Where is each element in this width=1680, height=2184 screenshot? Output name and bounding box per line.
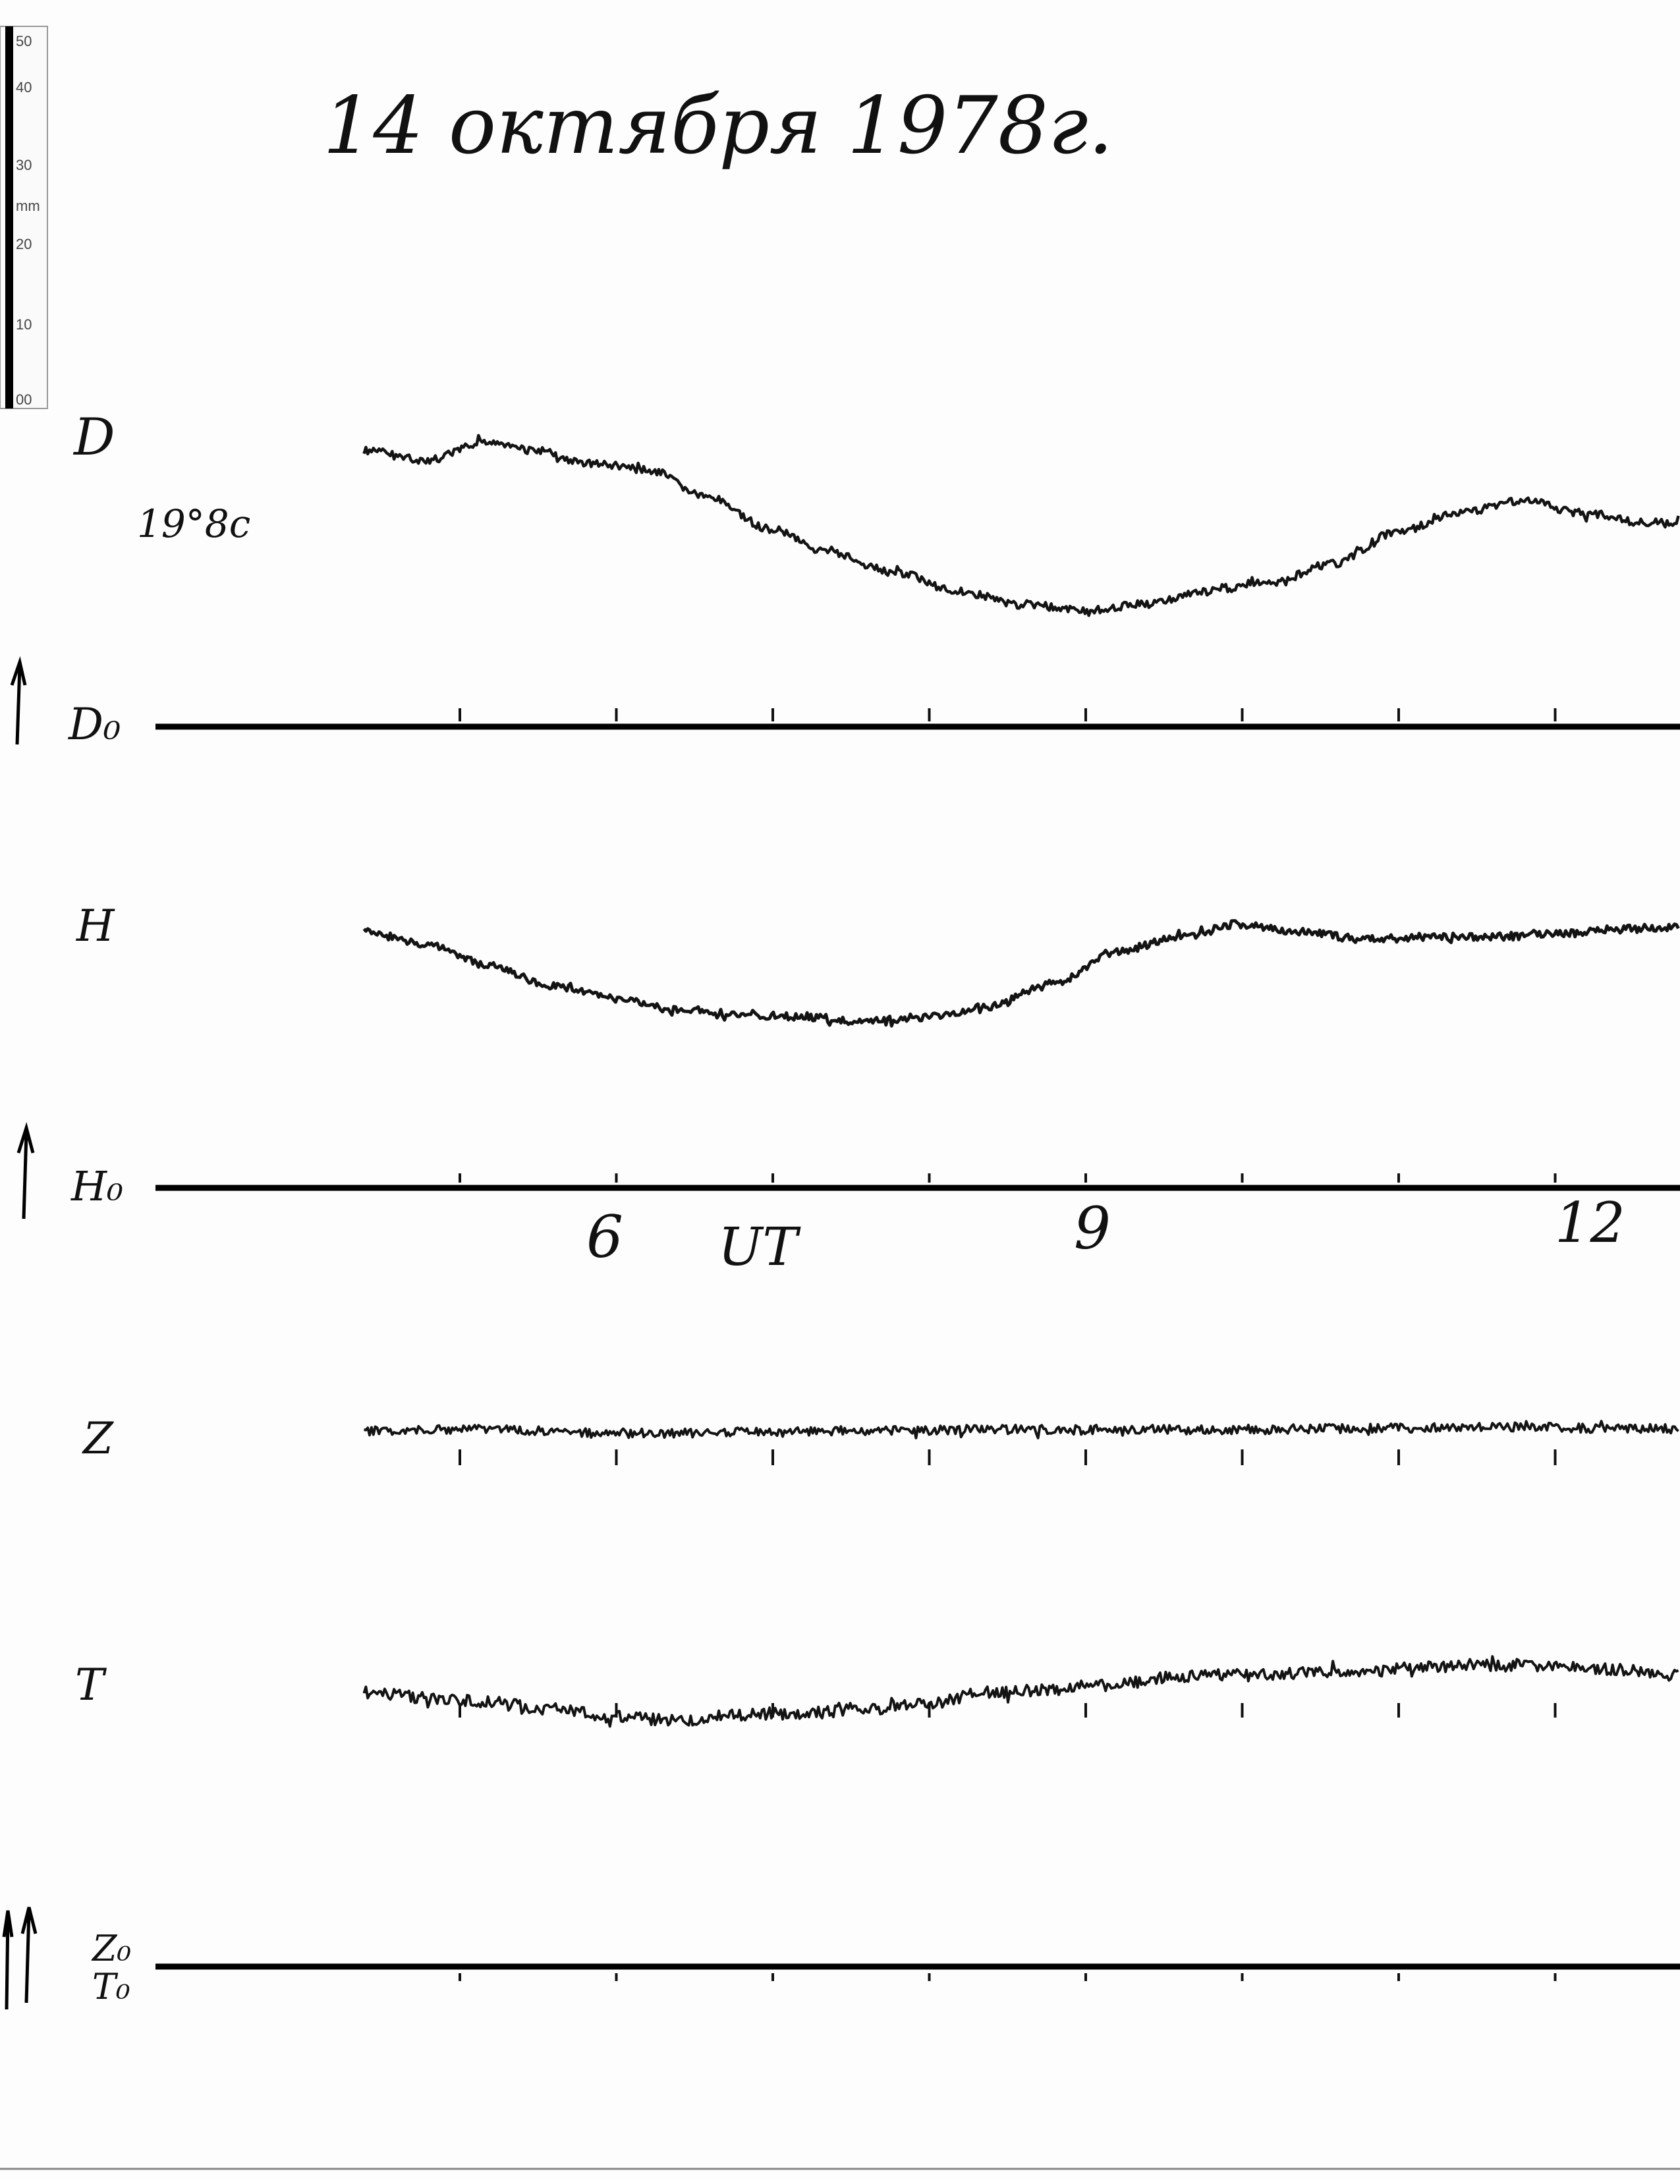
ruler-tick-label: 40 <box>16 79 32 96</box>
traces <box>362 434 1680 1728</box>
ruler-unit: mm <box>16 198 40 214</box>
ruler-tick-label: 50 <box>16 33 32 49</box>
series-label-d: D <box>72 408 115 467</box>
trace-h <box>362 919 1680 1028</box>
chart-title: 14 октября 1978г. <box>323 80 1113 172</box>
arrow-up-icon <box>10 656 27 745</box>
trace-z <box>364 1420 1679 1440</box>
baseline-label-z0: Z₀ <box>91 1928 131 1969</box>
series-label-z: Z <box>82 1413 114 1464</box>
baseline-label-t0: T₀ <box>92 1966 130 2007</box>
ruler-bar <box>5 26 13 408</box>
ruler-tick-label: 00 <box>16 391 32 408</box>
trace-t <box>362 1655 1679 1728</box>
time-tick-label: 9 <box>1074 1194 1111 1262</box>
baseline-label-d0: D₀ <box>68 699 121 750</box>
baselines <box>155 723 1680 1970</box>
scale-note: 19°8c <box>137 501 250 546</box>
arrow-up-icon <box>16 1122 35 1219</box>
time-axis-unit: UT <box>718 1216 801 1277</box>
series-label-t: T <box>75 1660 107 1710</box>
time-tick-label: 6 <box>586 1203 623 1271</box>
baseline-label-h0: H₀ <box>70 1162 123 1210</box>
ruler-tick-label: 10 <box>16 316 32 333</box>
millimeter-ruler: 50 40 30 mm 20 10 00 <box>0 26 48 409</box>
arrow-up-icon <box>20 1907 38 2003</box>
hour-ticks <box>459 708 1557 1981</box>
ruler-tick-label: 30 <box>16 157 32 173</box>
trace-d <box>362 434 1680 617</box>
time-tick-label: 12 <box>1555 1190 1625 1255</box>
series-label-h: H <box>76 901 115 951</box>
scale-arrows <box>2 656 38 2010</box>
arrow-up-icon <box>2 1910 14 2010</box>
ruler-tick-label: 20 <box>16 236 32 252</box>
